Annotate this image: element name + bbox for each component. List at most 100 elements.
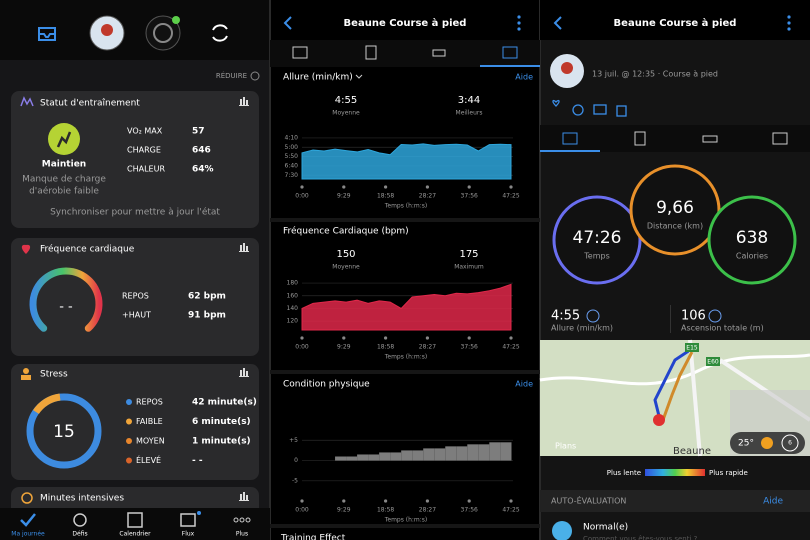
road-label: E15: [686, 345, 698, 352]
inbox-icon[interactable]: [38, 27, 56, 41]
tab[interactable]: [702, 135, 718, 143]
stat-value: 4:55: [335, 95, 357, 106]
nav-badge: [197, 511, 201, 515]
back-button[interactable]: [283, 16, 292, 30]
x-tick-label: 47:25: [502, 507, 519, 514]
action-icons[interactable]: [552, 99, 627, 117]
heart-icon: [21, 244, 31, 254]
metric-label: Calories: [736, 252, 768, 261]
step-bar: [434, 448, 446, 461]
sun-icon: [761, 437, 773, 449]
step-bar: [500, 442, 511, 461]
tab[interactable]: [562, 132, 578, 145]
nav-label[interactable]: Plus: [236, 531, 248, 538]
tab[interactable]: [772, 132, 788, 145]
tab-indicator: [540, 150, 600, 152]
collapse-icon[interactable]: [250, 71, 260, 81]
step-bar: [379, 452, 391, 461]
x-tick: [342, 336, 346, 340]
more-button[interactable]: [787, 15, 791, 31]
help-link[interactable]: Aide: [515, 380, 533, 389]
legend-dot: [126, 399, 132, 405]
section-title: AUTO-ÉVALUATION: [551, 495, 626, 506]
dropdown-icon[interactable]: [355, 74, 363, 79]
stat-label: Meilleurs: [456, 110, 483, 117]
card-chart-icons: [239, 97, 249, 501]
watch-face: [153, 23, 173, 43]
x-tick-label: 28:27: [419, 344, 436, 351]
watch-icon[interactable]: [145, 15, 181, 51]
area: [301, 143, 512, 180]
help-link[interactable]: Aide: [763, 497, 783, 507]
x-tick-label: 18:58: [377, 344, 394, 351]
metric-ring: [552, 195, 642, 285]
x-tick: [342, 185, 346, 189]
legend-dot: [126, 438, 132, 444]
y-tick-label: 0: [294, 457, 298, 464]
metric-label: ÉLEVÉ: [136, 454, 161, 465]
sync-icon[interactable]: [212, 24, 228, 42]
help-link[interactable]: Aide: [515, 73, 533, 82]
nav-label[interactable]: Flux: [182, 531, 195, 538]
nav-icon[interactable]: [20, 513, 36, 527]
step-bar: [467, 444, 479, 461]
heart-current: - -: [59, 300, 73, 315]
nav-label[interactable]: Défis: [72, 531, 87, 538]
tab[interactable]: [502, 46, 518, 59]
step-bar: [456, 446, 468, 461]
header-title: Beaune Course à pied: [614, 17, 737, 29]
avatar-figure: [101, 24, 113, 36]
nav-label[interactable]: Calendrier: [119, 531, 151, 538]
section-divider: [270, 524, 540, 528]
card-training[interactable]: [11, 91, 259, 228]
info-icon[interactable]: [586, 309, 600, 323]
x-tick-label: 0:00: [295, 193, 309, 200]
speed-scale: [645, 469, 705, 476]
nav-icon[interactable]: [127, 512, 143, 528]
card-stress[interactable]: [11, 364, 259, 480]
stress-value: 15: [53, 422, 75, 442]
metric-value: 638: [736, 228, 768, 248]
y-tick-label: 140: [287, 305, 299, 312]
tab[interactable]: [634, 131, 646, 146]
nav-icon[interactable]: [233, 517, 251, 523]
legend-label: Plus lente: [607, 469, 641, 477]
x-axis-label: Temps (h:m:s): [384, 354, 428, 361]
nav-icon[interactable]: [73, 513, 87, 527]
nav-label[interactable]: Ma journée: [11, 531, 45, 538]
x-tick: [467, 336, 471, 340]
card-heart[interactable]: [11, 238, 259, 356]
evaluation-prompt: Comment vous êtes-vous senti ?: [583, 535, 698, 540]
x-tick-label: 47:25: [502, 193, 519, 200]
x-tick-label: 9:29: [337, 507, 351, 514]
y-tick-label: 7:30: [285, 172, 299, 179]
tab[interactable]: [432, 49, 446, 57]
metric-value: 91 bpm: [188, 311, 226, 321]
stress-ring: [26, 393, 102, 469]
x-tick-label: 47:25: [502, 344, 519, 351]
metric-ring: [707, 195, 797, 285]
stat-value: 3:44: [458, 95, 480, 106]
back-button[interactable]: [553, 16, 562, 30]
metric-label: VO₂ MAX: [127, 127, 163, 136]
step-bar: [511, 442, 512, 461]
intensity-icon: [21, 492, 33, 504]
tab[interactable]: [292, 46, 308, 59]
metric-value: 57: [192, 127, 205, 137]
nav-icon[interactable]: [180, 513, 196, 527]
stress-icon: [23, 368, 29, 374]
step-bar: [423, 448, 435, 461]
more-button[interactable]: [517, 15, 521, 31]
x-tick-label: 18:58: [377, 507, 394, 514]
y-tick-label: 160: [287, 292, 299, 299]
y-tick-label: 4:10: [285, 134, 299, 141]
stat-divider: [670, 305, 671, 333]
metric-ring: [629, 164, 721, 256]
metric-label: +HAUT: [122, 311, 151, 320]
tab[interactable]: [365, 45, 377, 60]
x-tick-label: 28:27: [419, 193, 436, 200]
section-title: Fréquence Cardiaque (bpm): [283, 226, 409, 237]
info-icon[interactable]: [708, 309, 722, 323]
metric-label: REPOS: [122, 292, 149, 301]
step-bar: [445, 446, 457, 461]
